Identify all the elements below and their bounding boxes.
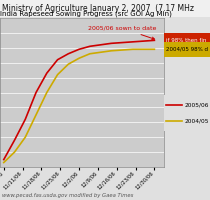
Text: 2005/06 sown to date: 2005/06 sown to date: [88, 26, 157, 40]
Text: 2004/05: 2004/05: [185, 118, 209, 123]
Text: Ministry of Agriculture January 2, 2007  (7.17 MHz: Ministry of Agriculture January 2, 2007 …: [2, 4, 194, 13]
Text: 2004/05 98% d: 2004/05 98% d: [166, 47, 208, 52]
Text: 2005/06: 2005/06: [185, 103, 209, 108]
Text: if 98% then fin: if 98% then fin: [166, 38, 206, 43]
Text: www.pecad.fas.usda.gov modified by Gaea Times: www.pecad.fas.usda.gov modified by Gaea …: [2, 193, 134, 198]
Text: India Rapeseed Sowing Progress (src GOI Ag Min): India Rapeseed Sowing Progress (src GOI …: [0, 10, 172, 17]
